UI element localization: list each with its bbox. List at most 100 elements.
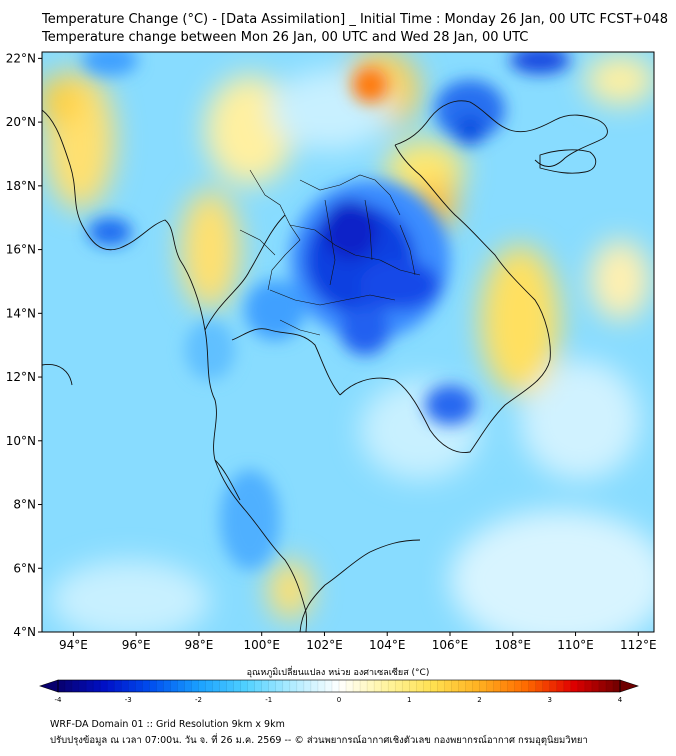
colorbar: -4 -3 -2 -1 0 1 2 3 4 xyxy=(39,679,639,704)
colorbar-swatch xyxy=(268,680,277,692)
lat-tick-label: 12°N xyxy=(6,370,36,384)
colorbar-swatch xyxy=(402,680,410,692)
colorbar-swatch xyxy=(86,680,94,692)
colorbar-swatch xyxy=(451,680,459,692)
colorbar-swatch xyxy=(170,680,178,692)
colorbar-swatch xyxy=(521,680,530,692)
colorbar-swatch xyxy=(163,680,171,692)
colorbar-swatch xyxy=(444,680,452,692)
lat-tick-label: 4°N xyxy=(13,625,36,639)
colorbar-swatch xyxy=(247,680,256,692)
colorbar-swatch xyxy=(577,680,586,692)
colorbar-swatch xyxy=(65,680,73,692)
colorbar-swatch xyxy=(563,680,572,692)
temperature-field xyxy=(42,52,654,632)
colorbar-swatch xyxy=(191,680,199,692)
colorbar-swatch xyxy=(149,680,157,692)
colorbar-swatch xyxy=(388,680,396,692)
colorbar-swatch xyxy=(184,680,192,692)
colorbar-swatch xyxy=(430,680,438,692)
colorbar-swatch xyxy=(240,680,249,692)
colorbar-swatch xyxy=(507,680,516,692)
colorbar-outline xyxy=(57,679,621,693)
lon-tick-label: 112°E xyxy=(620,638,657,652)
colorbar-tick-label: 3 xyxy=(548,696,552,704)
colorbar-swatch xyxy=(79,680,87,692)
colorbar-swatch xyxy=(339,680,347,692)
colorbar-swatch xyxy=(317,680,326,692)
colorbar-swatch xyxy=(72,680,80,692)
colorbar-swatch xyxy=(598,680,607,692)
lon-tick-label: 96°E xyxy=(122,638,151,652)
colorbar-swatch xyxy=(528,680,537,692)
colorbar-swatch xyxy=(331,680,340,692)
colorbar-swatch xyxy=(128,680,136,692)
colorbar-min-arrow xyxy=(39,679,59,693)
colorbar-swatch xyxy=(282,680,291,692)
colorbar-swatch xyxy=(472,680,480,692)
colorbar-swatch xyxy=(381,680,389,692)
colorbar-swatch xyxy=(437,680,445,692)
colorbar-swatch xyxy=(556,680,565,692)
colorbar-swatch xyxy=(114,680,122,692)
colorbar-swatch xyxy=(500,680,508,692)
colorbar-swatch xyxy=(423,680,431,692)
lon-tick-label: 106°E xyxy=(432,638,469,652)
lon-tick-label: 94°E xyxy=(59,638,88,652)
colorbar-swatch xyxy=(198,680,206,692)
colorbar-swatch xyxy=(486,680,494,692)
colorbar-swatch xyxy=(493,680,501,692)
colorbar-swatch xyxy=(514,680,523,692)
colorbar-swatch xyxy=(233,680,242,692)
colorbar-swatch xyxy=(254,680,263,692)
lat-tick-label: 8°N xyxy=(13,498,36,512)
colorbar-swatch xyxy=(289,680,298,692)
colorbar-tick-label: 0 xyxy=(337,696,341,704)
colorbar-swatch xyxy=(205,680,213,692)
colorbar-swatch xyxy=(296,680,305,692)
colorbar-tick-label: -3 xyxy=(125,696,132,704)
colorbar-swatch xyxy=(261,680,270,692)
colorbar-tick-label: 2 xyxy=(477,696,481,704)
colorbar-swatch xyxy=(219,680,227,692)
colorbar-swatch xyxy=(360,680,368,692)
colorbar-swatch xyxy=(100,680,108,692)
lat-tick-label: 10°N xyxy=(6,434,36,448)
colorbar-swatch xyxy=(142,680,150,692)
latitude-ticks: 22°N 20°N 18°N 16°N 14°N 12°N 10°N 8°N 6°N 4°N xyxy=(6,51,42,639)
colorbar-title: อุณหภูมิเปลี่ยนแปลง หน่วย องศาเซลเซียส (… xyxy=(246,668,430,678)
lon-tick-label: 104°E xyxy=(369,638,406,652)
update-credit: ปรับปรุงข้อมูล ณ เวลา 07:00น. วัน จ. ที่… xyxy=(50,735,588,746)
coastline-and-borders xyxy=(42,100,608,632)
lon-tick-label: 108°E xyxy=(495,638,532,652)
lat-tick-label: 6°N xyxy=(13,561,36,575)
map-title: Temperature Change (°C) - [Data Assimila… xyxy=(42,12,668,27)
colorbar-tick-label: 4 xyxy=(618,696,623,704)
colorbar-swatch xyxy=(156,680,164,692)
colorbar-swatch xyxy=(353,680,361,692)
colorbar-swatch xyxy=(409,680,417,692)
colorbar-swatch xyxy=(591,680,600,692)
colorbar-swatch xyxy=(107,680,115,692)
colorbar-swatch xyxy=(93,680,101,692)
colorbar-swatch xyxy=(584,680,593,692)
colorbar-swatch xyxy=(367,680,375,692)
colorbar-max-arrow xyxy=(619,679,639,693)
colorbar-swatch xyxy=(324,680,333,692)
colorbar-swatch xyxy=(135,680,143,692)
province-boundaries xyxy=(239,169,421,336)
colorbar-swatch xyxy=(465,680,473,692)
colorbar-swatch xyxy=(275,680,284,692)
longitude-ticks: 94°E 96°E 98°E 100°E 102°E 104°E 106°E 108°E 110… xyxy=(59,632,657,652)
colorbar-swatch xyxy=(535,680,544,692)
colorbar-swatch xyxy=(346,680,354,692)
colorbar-swatch xyxy=(549,680,558,692)
map-subtitle: Temperature change between Mon 26 Jan, 0… xyxy=(42,30,529,45)
colorbar-swatch xyxy=(303,680,312,692)
map-frame xyxy=(41,51,655,633)
colorbar-swatch xyxy=(212,680,220,692)
lat-tick-label: 16°N xyxy=(6,243,36,257)
lat-tick-label: 14°N xyxy=(6,306,36,320)
colorbar-tick-label: 1 xyxy=(407,696,411,704)
colorbar-swatch xyxy=(612,680,621,692)
